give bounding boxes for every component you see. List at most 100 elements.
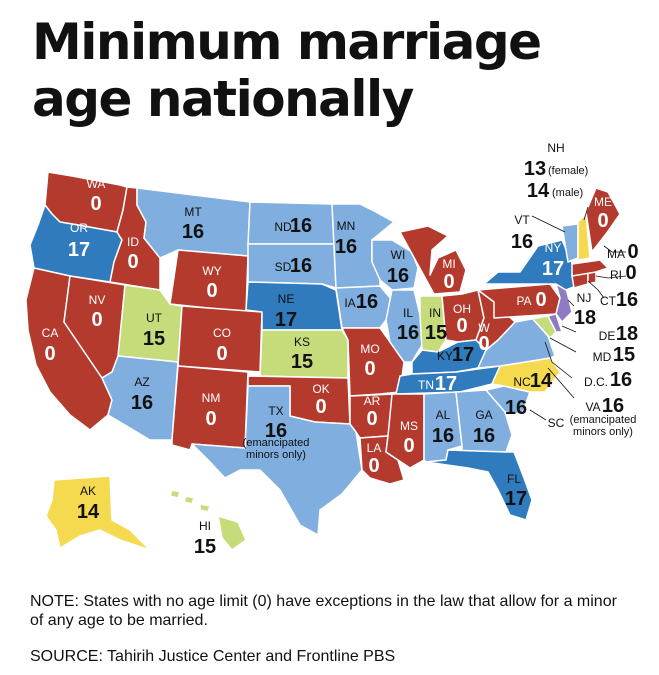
label-NC-code: NC: [513, 375, 531, 389]
label-KS-code: KS: [294, 335, 310, 349]
state-TX: [191, 385, 363, 536]
label-NY-age: 17: [542, 258, 564, 280]
label-AR-age: 0: [366, 408, 377, 430]
label-MT-code: MT: [184, 205, 202, 219]
label-MA-code: MA: [607, 247, 625, 261]
label-MT-age: 16: [182, 221, 204, 243]
label-HI-age: 15: [194, 536, 216, 558]
label-UT-code: UT: [146, 311, 163, 325]
source-text: SOURCE: Tahirih Justice Center and Front…: [30, 648, 396, 665]
label-IL-age: 16: [397, 322, 419, 344]
state-SC: [485, 385, 531, 415]
state-ME: [585, 187, 621, 253]
label-IN-code: IN: [429, 306, 441, 320]
label-MO-age: 0: [364, 358, 375, 380]
label-WA-age: 0: [90, 193, 101, 215]
label-IA-code: IA: [344, 296, 355, 310]
label-SD-code: SD: [275, 260, 292, 274]
label-VA-age: 16: [602, 395, 624, 417]
label-ID-age: 0: [127, 251, 138, 273]
label-MO-code: MO: [360, 342, 379, 356]
label-MA-age: 0: [627, 241, 638, 263]
label-RI-age: 0: [625, 262, 636, 284]
state-MI: [399, 225, 467, 295]
label-OR-age: 17: [68, 239, 90, 261]
label-CO-age: 0: [216, 343, 227, 365]
label-CT-age: 16: [616, 289, 638, 311]
label-NJ-code: NJ: [577, 291, 592, 305]
label-ND-code: ND: [274, 220, 292, 234]
label-AL-code: AL: [436, 408, 451, 422]
label-NM-age: 0: [205, 408, 216, 430]
label-MN-age: 16: [335, 236, 357, 258]
state-SD: [247, 243, 337, 289]
label-ID-code: ID: [127, 235, 139, 249]
label-MD-age: 15: [613, 344, 635, 366]
label-ND-age: 16: [290, 215, 312, 237]
label-IA-age: 16: [356, 291, 378, 313]
label-MS-age: 0: [403, 435, 414, 457]
label-OK-code: OK: [312, 382, 329, 396]
state-labels: WA 0 OR 17 CA 0 ID 0 NV 0 MT 16 WY 0 UT …: [42, 141, 639, 558]
label-DC-age: 16: [610, 369, 632, 391]
label-KS-age: 15: [291, 351, 313, 373]
label-NY-code: NY: [545, 241, 562, 255]
state-WI: [371, 239, 419, 291]
label-OH-age: 0: [456, 315, 467, 337]
label-VA-note: (emancipated minors only): [569, 414, 637, 438]
label-AZ-age: 16: [131, 392, 153, 414]
label-NH-female: (female): [548, 165, 588, 177]
label-NV-age: 0: [91, 309, 102, 331]
label-CT-code: CT: [600, 294, 617, 308]
label-HI-code: HI: [199, 519, 211, 533]
label-WV-code: W: [478, 321, 490, 335]
label-GA-age: 16: [473, 425, 495, 447]
label-VA-code: VA: [585, 400, 600, 414]
label-AL-age: 16: [432, 425, 454, 447]
label-SC-age: 16: [505, 397, 527, 419]
label-ME-code: ME: [594, 195, 612, 209]
label-LA-age: 0: [368, 455, 379, 477]
label-MS-code: MS: [400, 419, 418, 433]
label-NM-code: NM: [202, 391, 221, 405]
label-SD-age: 16: [290, 255, 312, 277]
label-CA-code: CA: [42, 326, 59, 340]
label-AK-age: 14: [77, 501, 100, 523]
label-VA-note-wrap: (emancipated minors only): [569, 414, 637, 438]
label-TX-age: 16: [265, 420, 287, 442]
label-NH-age-female: 13: [524, 158, 546, 180]
label-OR-code: OR: [70, 221, 88, 235]
label-DC-code: D.C.: [584, 375, 608, 389]
label-FL-age: 17: [505, 488, 527, 510]
label-IN-age: 15: [425, 322, 447, 344]
label-NH-male: (male): [552, 187, 583, 199]
leader-lines: [529, 206, 627, 421]
label-TN-age: 17: [435, 373, 457, 395]
label-MI-code: MI: [442, 257, 455, 271]
label-AK-code: AK: [80, 484, 96, 498]
state-NJ: [555, 283, 573, 323]
label-RI-code: RI: [610, 268, 622, 282]
label-NH-code: NH: [547, 141, 564, 155]
label-VT-code: VT: [514, 213, 530, 227]
state-AK: [45, 475, 151, 551]
label-WA-code: WA: [87, 177, 106, 191]
label-UT-age: 15: [143, 328, 165, 350]
label-WY-code: WY: [202, 264, 221, 278]
label-IL-code: IL: [403, 306, 413, 320]
label-KY-code: KY: [437, 349, 453, 363]
label-TN-code: TN: [418, 378, 434, 392]
note-text: NOTE: States with no age limit (0) have …: [30, 593, 617, 629]
label-MI-age: 0: [443, 271, 454, 293]
label-NE-code: NE: [278, 292, 295, 306]
label-CA-age: 0: [44, 343, 55, 365]
label-MN-code: MN: [337, 219, 356, 233]
label-KY-age: 17: [452, 344, 474, 366]
label-OH-code: OH: [453, 302, 471, 316]
label-SC-code: SC: [548, 416, 565, 430]
label-WI-code: WI: [391, 248, 406, 262]
label-TX-note-wrap: (emancipated minors only): [243, 437, 310, 461]
state-NH: [577, 213, 591, 261]
state-FL: [425, 449, 533, 521]
